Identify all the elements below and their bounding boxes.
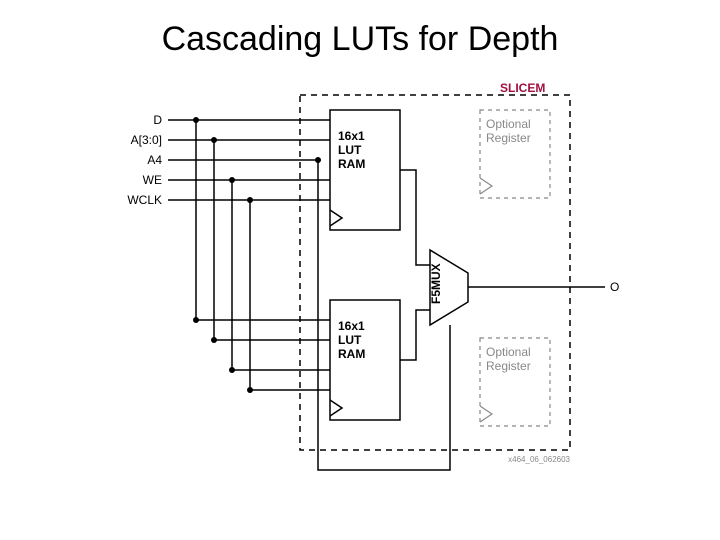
input-A30: A[3:0]	[131, 133, 162, 147]
node-WCLK-bot	[247, 387, 253, 393]
slicem-label: SLICEM	[500, 81, 545, 95]
input-WE: WE	[143, 173, 162, 187]
lut-bot-l2: RAM	[338, 347, 365, 361]
input-D: D	[153, 113, 162, 127]
reg-bot-clk-icon	[480, 406, 492, 422]
reg-top-clk-icon	[480, 178, 492, 194]
node-D-bot	[193, 317, 199, 323]
wire-luttop-mux	[400, 170, 430, 265]
doc-id: x464_06_062603	[508, 455, 570, 464]
f5mux-label: F5MUX	[429, 263, 443, 304]
input-WCLK: WCLK	[127, 193, 162, 207]
wire-WE-bot	[232, 180, 330, 370]
lut-bot-l0: 16x1	[338, 319, 365, 333]
page-title: Cascading LUTs for Depth	[0, 20, 720, 59]
input-A4: A4	[147, 153, 162, 167]
lut-top-l2: RAM	[338, 157, 365, 171]
reg-bot-l0: Optional	[486, 345, 531, 359]
node-A4	[315, 157, 321, 163]
lut-top-l0: 16x1	[338, 129, 365, 143]
wire-D-bot	[196, 120, 330, 320]
reg-bot-l1: Register	[486, 359, 531, 373]
node-WE-bot	[229, 367, 235, 373]
wire-lutbot-mux	[400, 310, 430, 360]
lut-top-l1: LUT	[338, 143, 362, 157]
reg-top-l0: Optional	[486, 117, 531, 131]
lut-bot-l1: LUT	[338, 333, 362, 347]
node-A-bot	[211, 337, 217, 343]
output-O: O	[610, 280, 619, 294]
reg-top-l1: Register	[486, 131, 531, 145]
diagram-svg: SLICEM 16x1 LUT RAM 16x1 LUT RAM Optiona…	[100, 80, 630, 500]
